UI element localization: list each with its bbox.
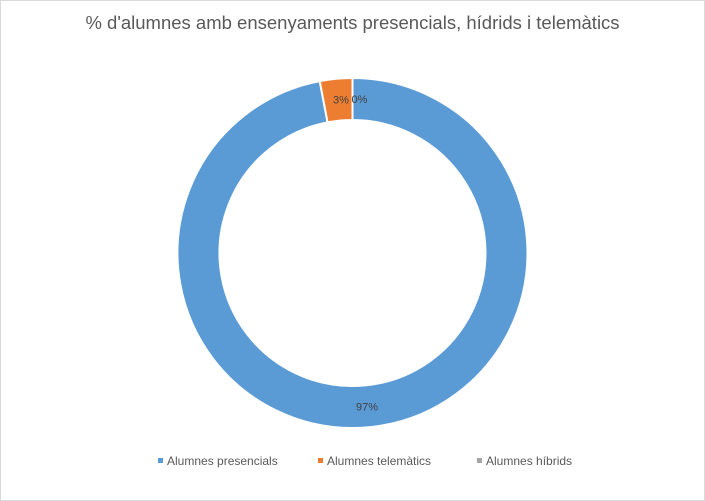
- data-label-alumnes-híbrids: 0%: [352, 94, 368, 106]
- legend-swatch-presencials: [158, 458, 163, 464]
- legend-item-presencials: Alumnes presencials: [158, 454, 278, 468]
- legend-label-telematics: Alumnes telemàtics: [327, 454, 432, 468]
- data-label-alumnes-presencials: 97%: [356, 401, 378, 413]
- legend-swatch-hibrids: [477, 458, 482, 464]
- chart-title: % d'alumnes amb ensenyaments presencials…: [85, 12, 620, 33]
- slice-alumnes-telemàtics: [318, 76, 354, 124]
- legend-label-presencials: Alumnes presencials: [167, 454, 278, 468]
- legend-label-hibrids: Alumnes híbrids: [486, 454, 573, 468]
- legend-item-hibrids: Alumnes híbrids: [477, 454, 572, 468]
- slice-alumnes-presencials: [176, 76, 529, 429]
- legend-swatch-telematics: [318, 458, 323, 464]
- data-label-alumnes-telemàtics: 3%: [333, 95, 349, 107]
- legend-item-telematics: Alumnes telemàtics: [318, 454, 431, 468]
- chart-legend: Alumnes presencials Alumnes telemàtics A…: [0, 454, 705, 470]
